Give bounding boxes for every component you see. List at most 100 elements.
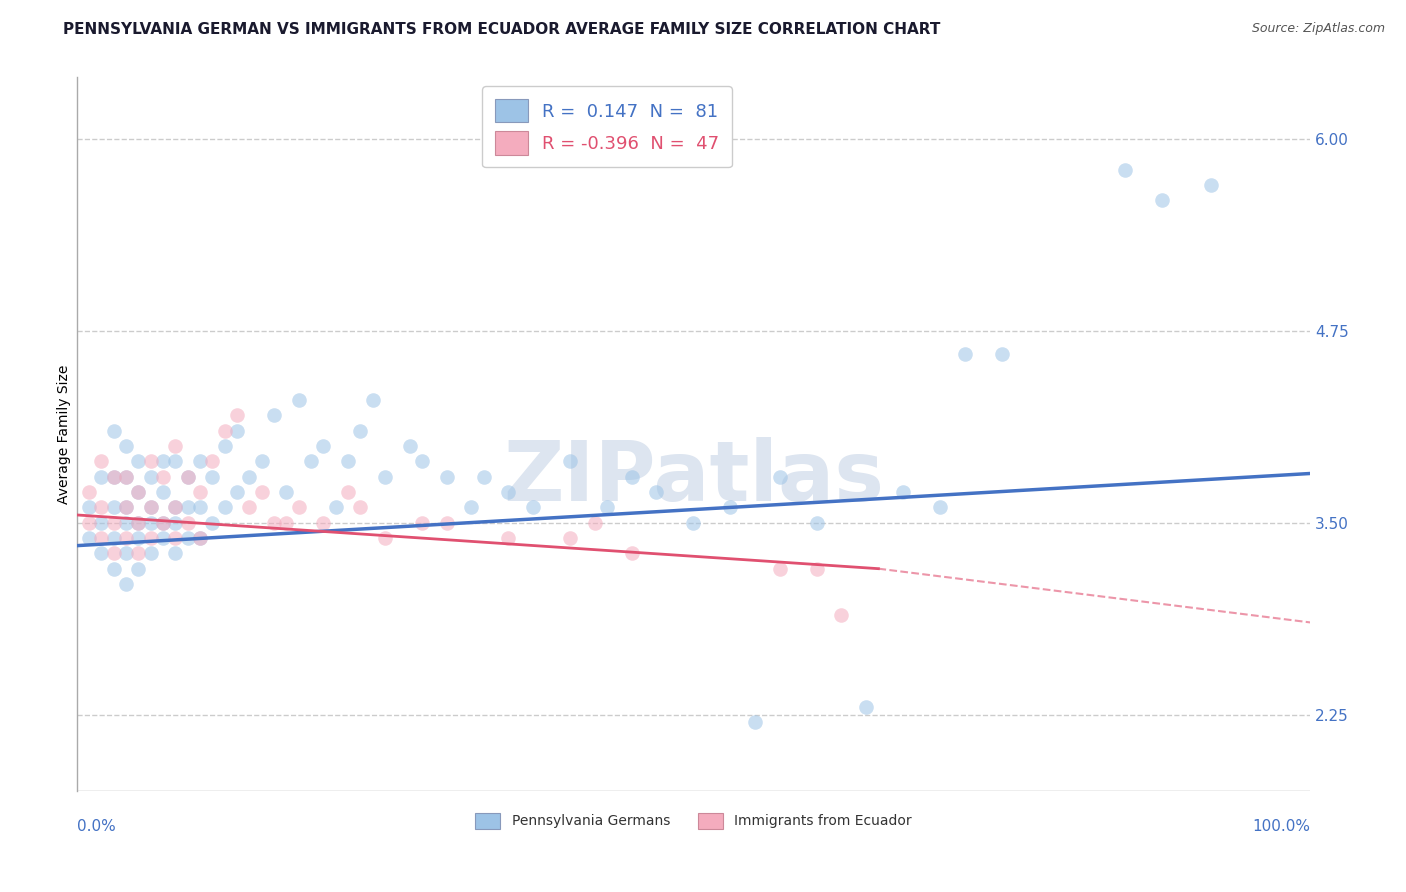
Point xyxy=(139,516,162,530)
Point xyxy=(312,516,335,530)
Point xyxy=(226,424,249,438)
Point xyxy=(103,516,125,530)
Point xyxy=(127,546,149,560)
Point xyxy=(1201,178,1223,192)
Point xyxy=(214,439,236,453)
Point xyxy=(337,484,360,499)
Point xyxy=(90,546,112,560)
Point xyxy=(349,500,371,515)
Point xyxy=(77,516,100,530)
Point xyxy=(139,469,162,483)
Point xyxy=(115,469,138,483)
Point xyxy=(744,715,766,730)
Point xyxy=(152,484,174,499)
Point xyxy=(769,469,792,483)
Point xyxy=(165,531,187,545)
Point xyxy=(103,424,125,438)
Point xyxy=(152,516,174,530)
Point xyxy=(90,469,112,483)
Point xyxy=(558,454,581,468)
Point xyxy=(620,469,643,483)
Point xyxy=(337,454,360,468)
Point xyxy=(250,454,273,468)
Point xyxy=(250,484,273,499)
Point xyxy=(263,516,285,530)
Point xyxy=(718,500,741,515)
Text: 100.0%: 100.0% xyxy=(1253,819,1310,833)
Point xyxy=(127,562,149,576)
Point xyxy=(201,516,224,530)
Point xyxy=(139,500,162,515)
Point xyxy=(263,408,285,422)
Point xyxy=(90,454,112,468)
Point xyxy=(139,546,162,560)
Text: ZIPatlas: ZIPatlas xyxy=(503,437,884,517)
Point xyxy=(103,469,125,483)
Point xyxy=(226,484,249,499)
Point xyxy=(276,516,298,530)
Point xyxy=(398,439,420,453)
Point xyxy=(188,531,211,545)
Point xyxy=(287,392,309,407)
Point xyxy=(188,531,211,545)
Point xyxy=(90,500,112,515)
Point xyxy=(165,454,187,468)
Point xyxy=(188,454,211,468)
Point xyxy=(276,484,298,499)
Point xyxy=(115,516,138,530)
Point xyxy=(177,500,200,515)
Point xyxy=(127,531,149,545)
Point xyxy=(103,469,125,483)
Point xyxy=(299,454,322,468)
Point xyxy=(115,531,138,545)
Point xyxy=(214,500,236,515)
Point xyxy=(374,531,396,545)
Point xyxy=(139,500,162,515)
Point xyxy=(929,500,952,515)
Point xyxy=(498,531,520,545)
Point xyxy=(214,424,236,438)
Point xyxy=(139,531,162,545)
Point xyxy=(830,607,852,622)
Point xyxy=(90,531,112,545)
Point xyxy=(152,469,174,483)
Point xyxy=(165,516,187,530)
Point xyxy=(411,454,433,468)
Y-axis label: Average Family Size: Average Family Size xyxy=(58,365,72,504)
Point xyxy=(891,484,914,499)
Point xyxy=(349,424,371,438)
Point xyxy=(287,500,309,515)
Point xyxy=(115,577,138,591)
Point xyxy=(806,516,828,530)
Point xyxy=(177,516,200,530)
Point xyxy=(115,469,138,483)
Point xyxy=(90,516,112,530)
Text: 0.0%: 0.0% xyxy=(77,819,115,833)
Point xyxy=(806,562,828,576)
Point xyxy=(361,392,384,407)
Point xyxy=(411,516,433,530)
Point xyxy=(1114,162,1136,177)
Point xyxy=(127,454,149,468)
Point xyxy=(177,469,200,483)
Point xyxy=(152,516,174,530)
Point xyxy=(1152,193,1174,207)
Point xyxy=(103,531,125,545)
Point xyxy=(165,546,187,560)
Point xyxy=(115,500,138,515)
Point xyxy=(374,469,396,483)
Point xyxy=(855,699,877,714)
Text: Source: ZipAtlas.com: Source: ZipAtlas.com xyxy=(1251,22,1385,36)
Point xyxy=(115,439,138,453)
Point xyxy=(645,484,668,499)
Point xyxy=(115,500,138,515)
Point xyxy=(201,454,224,468)
Point xyxy=(127,516,149,530)
Point xyxy=(127,484,149,499)
Point xyxy=(990,347,1012,361)
Point xyxy=(177,531,200,545)
Point xyxy=(177,469,200,483)
Point xyxy=(139,454,162,468)
Point xyxy=(201,469,224,483)
Point xyxy=(472,469,495,483)
